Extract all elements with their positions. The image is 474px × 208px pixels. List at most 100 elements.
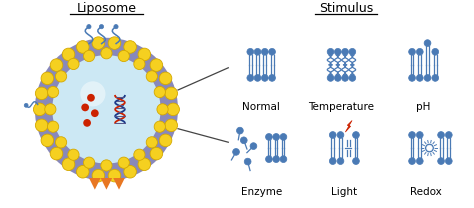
Circle shape xyxy=(262,74,268,81)
Circle shape xyxy=(240,137,247,144)
Text: Enzyme: Enzyme xyxy=(240,187,282,197)
Circle shape xyxy=(50,147,63,160)
Circle shape xyxy=(146,137,157,148)
Circle shape xyxy=(165,119,178,132)
Circle shape xyxy=(233,149,239,155)
Circle shape xyxy=(353,132,359,138)
Circle shape xyxy=(262,48,268,55)
Circle shape xyxy=(55,137,67,148)
Circle shape xyxy=(159,134,172,147)
Circle shape xyxy=(273,134,280,140)
Circle shape xyxy=(47,86,59,98)
Circle shape xyxy=(157,104,168,115)
Circle shape xyxy=(68,58,79,70)
Circle shape xyxy=(247,74,254,81)
Circle shape xyxy=(335,74,341,81)
Polygon shape xyxy=(100,178,112,190)
Text: Redox: Redox xyxy=(410,187,441,197)
Text: Liposome: Liposome xyxy=(76,2,137,15)
Circle shape xyxy=(409,48,415,55)
Circle shape xyxy=(83,157,95,168)
Circle shape xyxy=(269,48,275,55)
Circle shape xyxy=(83,119,91,127)
Circle shape xyxy=(34,103,46,116)
Circle shape xyxy=(83,50,95,62)
Text: Light: Light xyxy=(331,187,357,197)
Circle shape xyxy=(280,134,287,140)
Circle shape xyxy=(329,158,336,165)
Circle shape xyxy=(124,165,137,178)
Circle shape xyxy=(80,81,106,106)
Circle shape xyxy=(254,74,261,81)
Circle shape xyxy=(416,132,423,138)
Circle shape xyxy=(91,109,99,117)
Circle shape xyxy=(114,25,118,29)
Circle shape xyxy=(416,158,423,165)
Circle shape xyxy=(35,38,178,181)
Circle shape xyxy=(101,48,112,59)
Circle shape xyxy=(154,86,165,98)
Circle shape xyxy=(101,160,112,171)
Circle shape xyxy=(76,41,89,53)
Circle shape xyxy=(150,147,163,160)
Circle shape xyxy=(62,48,75,61)
Circle shape xyxy=(438,158,445,165)
Circle shape xyxy=(342,74,348,81)
Circle shape xyxy=(337,132,344,138)
Circle shape xyxy=(165,87,178,100)
Circle shape xyxy=(68,149,79,160)
Circle shape xyxy=(108,169,121,182)
Circle shape xyxy=(167,103,180,116)
Circle shape xyxy=(50,59,63,71)
Circle shape xyxy=(154,121,165,132)
Circle shape xyxy=(244,158,251,165)
Circle shape xyxy=(60,63,153,156)
Circle shape xyxy=(335,48,341,55)
Circle shape xyxy=(118,50,129,62)
Circle shape xyxy=(329,132,336,138)
Circle shape xyxy=(159,72,172,85)
Circle shape xyxy=(36,87,48,100)
Circle shape xyxy=(432,74,438,81)
Circle shape xyxy=(265,134,272,140)
Polygon shape xyxy=(89,178,100,190)
Circle shape xyxy=(409,158,415,165)
Circle shape xyxy=(24,103,28,107)
Circle shape xyxy=(62,158,75,171)
Circle shape xyxy=(100,25,104,29)
Circle shape xyxy=(138,48,151,61)
Circle shape xyxy=(269,74,275,81)
Circle shape xyxy=(265,156,272,162)
Circle shape xyxy=(47,121,59,132)
Circle shape xyxy=(416,48,423,55)
Circle shape xyxy=(237,127,243,134)
Circle shape xyxy=(52,55,161,163)
Circle shape xyxy=(353,158,359,165)
Circle shape xyxy=(446,132,452,138)
Circle shape xyxy=(134,58,145,70)
Text: Normal: Normal xyxy=(242,102,280,112)
Circle shape xyxy=(118,157,129,168)
Polygon shape xyxy=(113,178,125,190)
Circle shape xyxy=(124,41,137,53)
Circle shape xyxy=(138,158,151,171)
Circle shape xyxy=(150,59,163,71)
Circle shape xyxy=(87,25,91,29)
Circle shape xyxy=(134,149,145,160)
Polygon shape xyxy=(346,120,352,132)
Circle shape xyxy=(416,74,423,81)
Circle shape xyxy=(36,119,48,132)
Circle shape xyxy=(280,156,287,162)
Circle shape xyxy=(327,48,334,55)
Circle shape xyxy=(349,48,356,55)
Circle shape xyxy=(427,145,432,151)
Circle shape xyxy=(92,37,105,49)
Circle shape xyxy=(327,74,334,81)
Circle shape xyxy=(55,71,67,82)
Circle shape xyxy=(45,104,56,115)
Circle shape xyxy=(82,104,89,111)
Circle shape xyxy=(87,94,95,102)
Circle shape xyxy=(247,48,254,55)
Circle shape xyxy=(254,48,261,55)
Text: Stimulus: Stimulus xyxy=(319,2,374,15)
